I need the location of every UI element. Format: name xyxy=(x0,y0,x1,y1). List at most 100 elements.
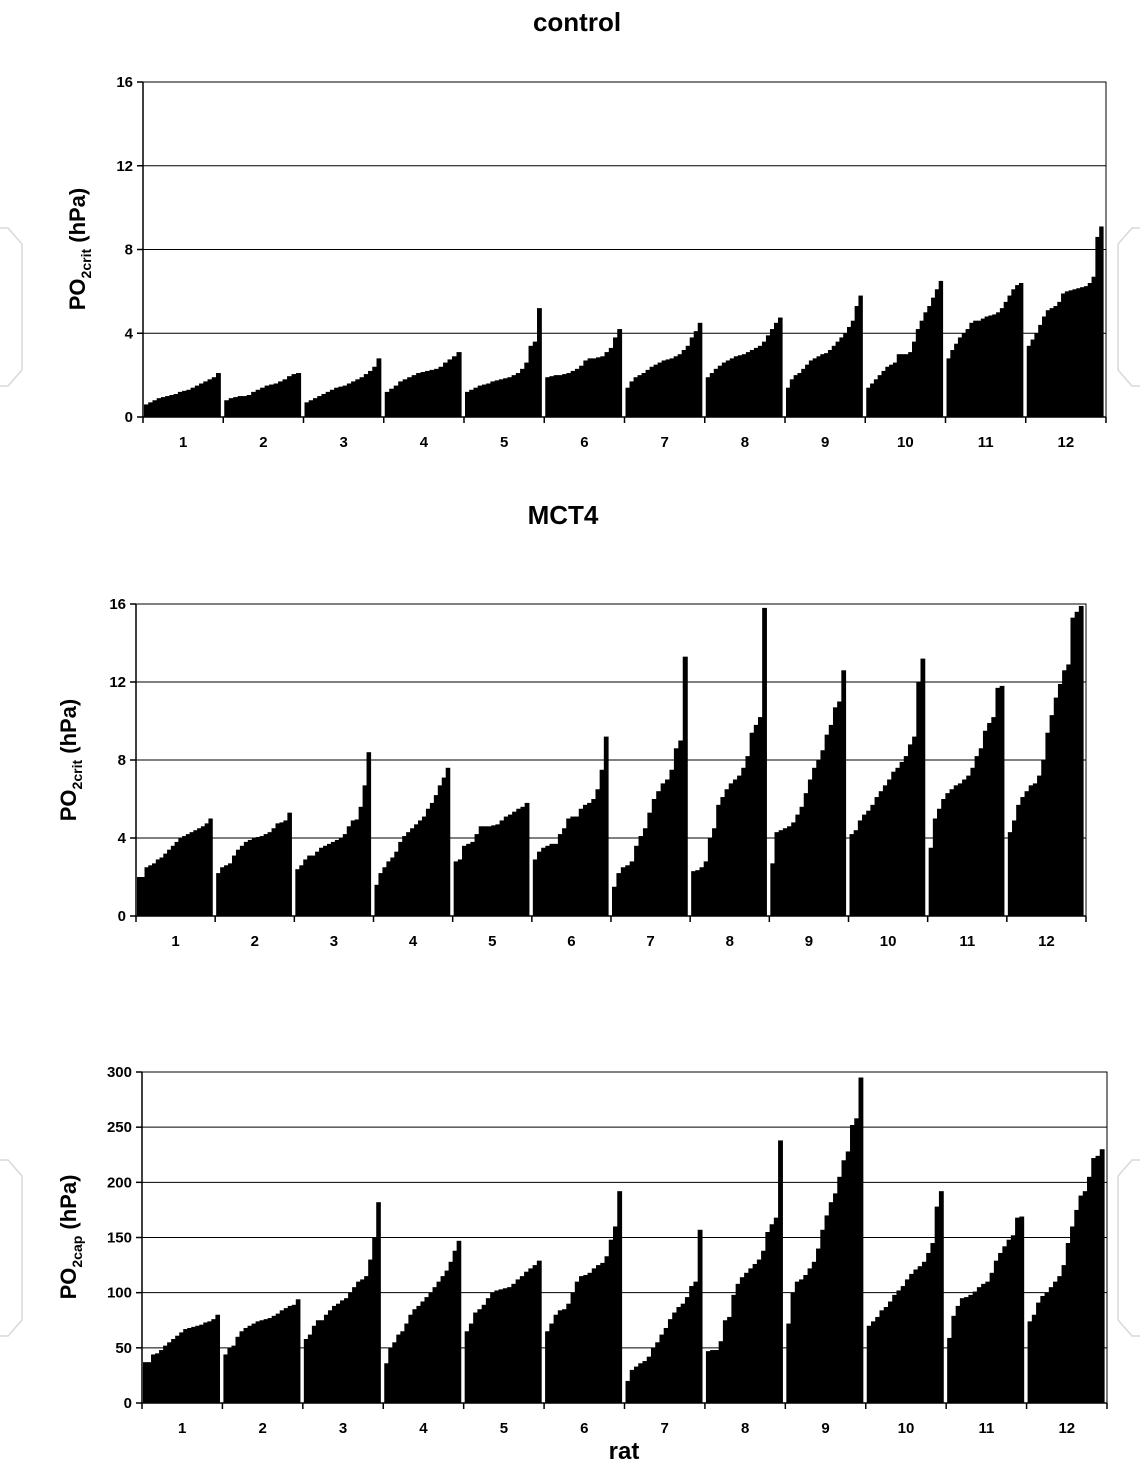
data-bar xyxy=(1012,820,1017,916)
data-bar xyxy=(920,658,926,916)
data-bar xyxy=(850,1124,855,1403)
data-bar xyxy=(351,381,356,417)
x-tick-label: 6 xyxy=(580,1420,588,1437)
data-bar xyxy=(961,333,967,417)
y-tick-label: 250 xyxy=(107,1119,132,1136)
data-bar xyxy=(744,1272,749,1403)
data-bar xyxy=(717,365,723,417)
data-bar xyxy=(617,329,623,417)
data-bar xyxy=(795,814,801,916)
data-bar xyxy=(665,359,671,417)
data-bar xyxy=(587,1272,593,1403)
data-bar xyxy=(724,789,730,916)
x-tick-label: 1 xyxy=(179,434,187,451)
y-tick-label: 8 xyxy=(118,752,126,769)
data-bar xyxy=(716,804,721,916)
data-bar xyxy=(797,373,802,417)
data-bar xyxy=(155,1353,160,1403)
x-tick-label: 7 xyxy=(660,434,668,451)
data-bar xyxy=(445,767,451,916)
data-bar xyxy=(295,1299,301,1403)
data-bar xyxy=(824,734,830,916)
data-bar xyxy=(350,820,356,916)
data-bar xyxy=(485,1298,491,1403)
data-bar xyxy=(231,1345,237,1403)
data-bar xyxy=(866,810,871,916)
data-bar xyxy=(957,337,963,417)
data-bar xyxy=(1074,1209,1080,1403)
data-bar xyxy=(1072,289,1077,417)
data-bar xyxy=(962,779,967,916)
data-bar xyxy=(591,1268,597,1403)
data-bar xyxy=(321,393,327,417)
data-bar xyxy=(524,802,530,916)
data-bar xyxy=(163,1345,168,1403)
y-tick-label: 4 xyxy=(125,325,134,342)
data-bar xyxy=(907,744,913,916)
y-tick-label: 100 xyxy=(107,1285,132,1302)
data-bar xyxy=(499,820,505,916)
data-bar xyxy=(604,1256,610,1403)
data-bar xyxy=(689,1286,695,1403)
x-tick-label: 11 xyxy=(959,933,975,950)
data-bar xyxy=(140,877,146,916)
data-bar xyxy=(346,383,352,417)
data-bar xyxy=(955,1305,961,1403)
data-bar xyxy=(204,823,210,916)
data-bar xyxy=(235,1336,241,1403)
data-bar xyxy=(557,375,563,417)
data-bar xyxy=(239,845,245,916)
data-bar xyxy=(287,812,292,916)
data-bar xyxy=(803,793,809,916)
data-bar xyxy=(151,1354,156,1403)
data-bar xyxy=(155,859,161,916)
data-bar xyxy=(858,1077,864,1403)
data-bar xyxy=(579,365,584,417)
data-bar xyxy=(854,1118,860,1403)
data-bar xyxy=(503,378,508,417)
data-bar xyxy=(264,385,270,417)
data-bar xyxy=(896,354,902,417)
data-bar xyxy=(1062,670,1067,916)
data-bar xyxy=(993,1260,999,1403)
y-axis-label: PO2crit (hPa) xyxy=(56,699,85,822)
data-bar xyxy=(757,345,763,417)
data-bar xyxy=(969,322,974,417)
data-bar xyxy=(954,343,959,417)
data-bar xyxy=(464,1331,470,1403)
data-bar xyxy=(477,1309,483,1403)
data-bar xyxy=(773,322,779,417)
data-bar xyxy=(528,1268,534,1403)
data-bar xyxy=(311,855,316,916)
data-bar xyxy=(1087,1176,1092,1403)
data-bar xyxy=(507,377,513,417)
x-tick-label: 5 xyxy=(488,933,496,950)
data-bar xyxy=(816,356,821,417)
data-bar xyxy=(912,736,917,916)
y-tick-label: 200 xyxy=(107,1174,132,1191)
data-bar xyxy=(487,826,492,916)
data-bar xyxy=(199,383,204,417)
x-tick-label: 8 xyxy=(726,933,734,950)
data-bar xyxy=(410,828,415,916)
data-bar xyxy=(511,375,517,417)
data-bar xyxy=(247,839,253,916)
data-bar xyxy=(307,1334,313,1403)
y-tick-label: 0 xyxy=(125,409,133,426)
data-bar xyxy=(185,834,191,916)
data-bar xyxy=(945,793,951,916)
data-bar xyxy=(820,1229,826,1403)
data-bar xyxy=(770,863,776,916)
data-bar xyxy=(773,1217,779,1403)
data-bar xyxy=(490,1292,495,1403)
data-bar xyxy=(456,1240,462,1403)
data-bar xyxy=(574,1281,580,1403)
data-bar xyxy=(167,1342,172,1403)
data-bar xyxy=(761,341,767,417)
data-bar xyxy=(896,1290,902,1403)
data-bar xyxy=(827,350,833,417)
mct4-panel: MCT4 PO2crit (hPa) 1 2 3 4 5 6 7 8 9 10 11 12048121… xyxy=(56,500,1087,950)
data-bar xyxy=(737,355,743,417)
data-bar xyxy=(147,1362,152,1403)
